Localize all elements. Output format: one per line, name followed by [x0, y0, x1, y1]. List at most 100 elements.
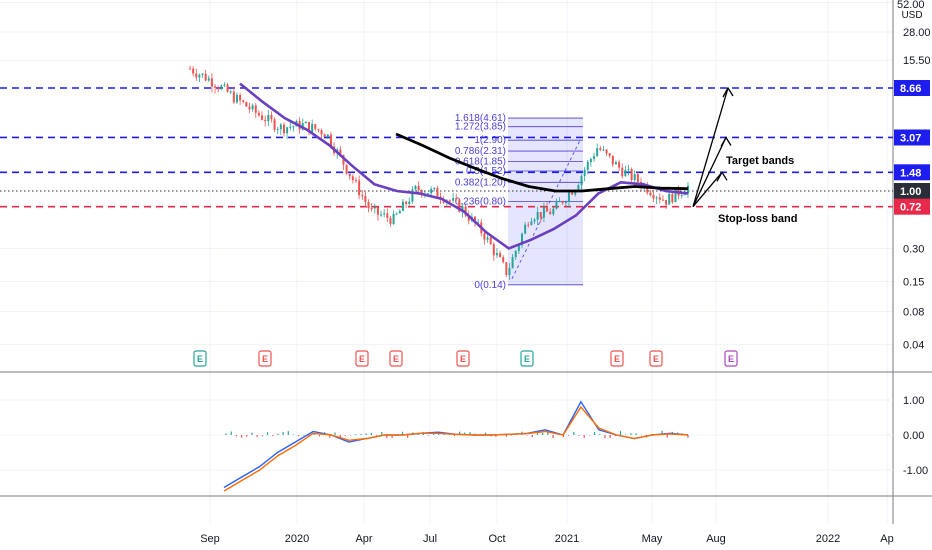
- osc-histogram-bar: [329, 435, 331, 438]
- earnings-marker[interactable]: [724, 350, 738, 367]
- osc-histogram-bar: [246, 435, 248, 437]
- osc-histogram-bar: [308, 435, 310, 436]
- time-tick-label: 2020: [285, 533, 309, 545]
- osc-histogram-bar: [547, 431, 549, 435]
- osc-histogram-bar: [599, 434, 601, 435]
- candle-body: [474, 216, 477, 223]
- candle-body: [495, 253, 498, 256]
- osc-histogram-bar: [640, 434, 642, 436]
- candle-body: [671, 193, 674, 203]
- candle-body: [665, 199, 668, 205]
- price-tick-label: 15.50: [903, 55, 931, 67]
- osc-histogram-bar: [375, 435, 378, 436]
- osc-histogram-bar: [458, 431, 461, 435]
- osc-histogram-bar: [614, 435, 616, 437]
- candle-body: [254, 105, 257, 113]
- candle-body: [342, 155, 345, 165]
- osc-tick-label: 0.00: [903, 430, 924, 442]
- earnings-marker-label: E: [460, 354, 466, 364]
- candle-body: [552, 208, 555, 215]
- candle-body: [217, 87, 220, 90]
- osc-histogram-bar: [370, 432, 372, 435]
- time-axis[interactable]: Sep 2020 Apr Jul Oct 2021 May Aug 2022 Ap: [200, 533, 894, 545]
- candle-body: [461, 206, 464, 212]
- earnings-marker[interactable]: [520, 350, 534, 367]
- earnings-marker[interactable]: [389, 350, 403, 367]
- candle-body: [348, 173, 351, 177]
- fib-level-label: 0(0.14): [474, 280, 506, 291]
- target-arrow-line[interactable]: [692, 137, 727, 207]
- candle-body: [267, 114, 270, 122]
- earnings-marker[interactable]: [193, 350, 207, 367]
- osc-histogram-bar: [386, 435, 388, 439]
- osc-histogram-bar: [318, 435, 321, 437]
- osc-histogram-bar: [593, 432, 596, 435]
- target-arrow-line[interactable]: [692, 171, 723, 208]
- osc-histogram-bar: [474, 433, 476, 435]
- candle-body: [627, 169, 630, 171]
- osc-histogram-bar: [339, 435, 341, 439]
- candle-body: [624, 169, 627, 177]
- candle-body: [555, 201, 558, 209]
- target-arrow-head: [716, 171, 728, 182]
- candle-body: [308, 121, 311, 133]
- candle-body: [533, 219, 536, 222]
- candle-body: [195, 73, 198, 78]
- fibonacci-retracement[interactable]: 1.618(4.61)1.272(3.85) 1(2.90)0.786(2.31)…: [455, 113, 583, 291]
- candle-body: [380, 214, 383, 216]
- target-arrow-head: [720, 136, 732, 147]
- candle-body: [264, 119, 267, 122]
- candle-body: [561, 201, 564, 204]
- candle-body: [668, 193, 671, 205]
- osc-histogram-bar: [292, 434, 295, 435]
- candle-body: [261, 115, 264, 120]
- candle-body: [539, 212, 542, 218]
- candle-body: [417, 186, 420, 191]
- candle-body: [542, 207, 545, 218]
- candle-body: [505, 262, 508, 276]
- earnings-marker[interactable]: [610, 350, 624, 367]
- candle-body: [687, 185, 689, 194]
- osc-histogram-bar: [240, 435, 243, 438]
- earnings-marker[interactable]: [258, 350, 272, 367]
- candle-body: [289, 126, 292, 128]
- osc-histogram-bar: [256, 435, 258, 437]
- earnings-marker-label: E: [262, 354, 268, 364]
- candle-body: [567, 192, 570, 203]
- price-axis-tag: [894, 164, 930, 181]
- osc-histogram-bar: [303, 434, 305, 436]
- earnings-marker[interactable]: [649, 350, 663, 367]
- osc-histogram-bar: [277, 433, 279, 435]
- earnings-marker[interactable]: [355, 350, 369, 367]
- candle-body: [239, 94, 242, 101]
- candle-body: [549, 211, 552, 215]
- price-level-lines[interactable]: [0, 87, 893, 208]
- candle-body: [373, 207, 376, 209]
- candle-body: [649, 192, 652, 195]
- earnings-marker-label: E: [728, 354, 734, 364]
- osc-histogram-bar: [619, 430, 622, 435]
- candle-body: [370, 208, 373, 210]
- candle-body: [286, 127, 289, 134]
- earnings-marker-label: E: [614, 354, 620, 364]
- candle-body: [358, 180, 361, 196]
- target-arrows[interactable]: [692, 86, 734, 208]
- price-axis-tag: [894, 198, 930, 215]
- target-arrow-line[interactable]: [692, 87, 729, 207]
- candle-body: [273, 119, 276, 130]
- fib-level-label: 1.272(3.85): [455, 122, 506, 133]
- candle-body: [514, 250, 517, 258]
- candle-body: [614, 162, 617, 165]
- osc-histogram-bar: [604, 435, 606, 439]
- price-axis[interactable]: 52.00 28.00 15.50 0.30 0.15 0.08 0.04: [897, 0, 931, 352]
- candlestick-series: [189, 65, 689, 280]
- osc-histogram-bar: [230, 431, 232, 435]
- candle-body: [517, 244, 520, 251]
- candle-body: [658, 197, 661, 200]
- candle-body: [192, 68, 195, 74]
- price-tick-label: 0.04: [903, 340, 924, 352]
- earnings-marker[interactable]: [456, 350, 470, 367]
- osc-histogram-bar: [536, 433, 539, 435]
